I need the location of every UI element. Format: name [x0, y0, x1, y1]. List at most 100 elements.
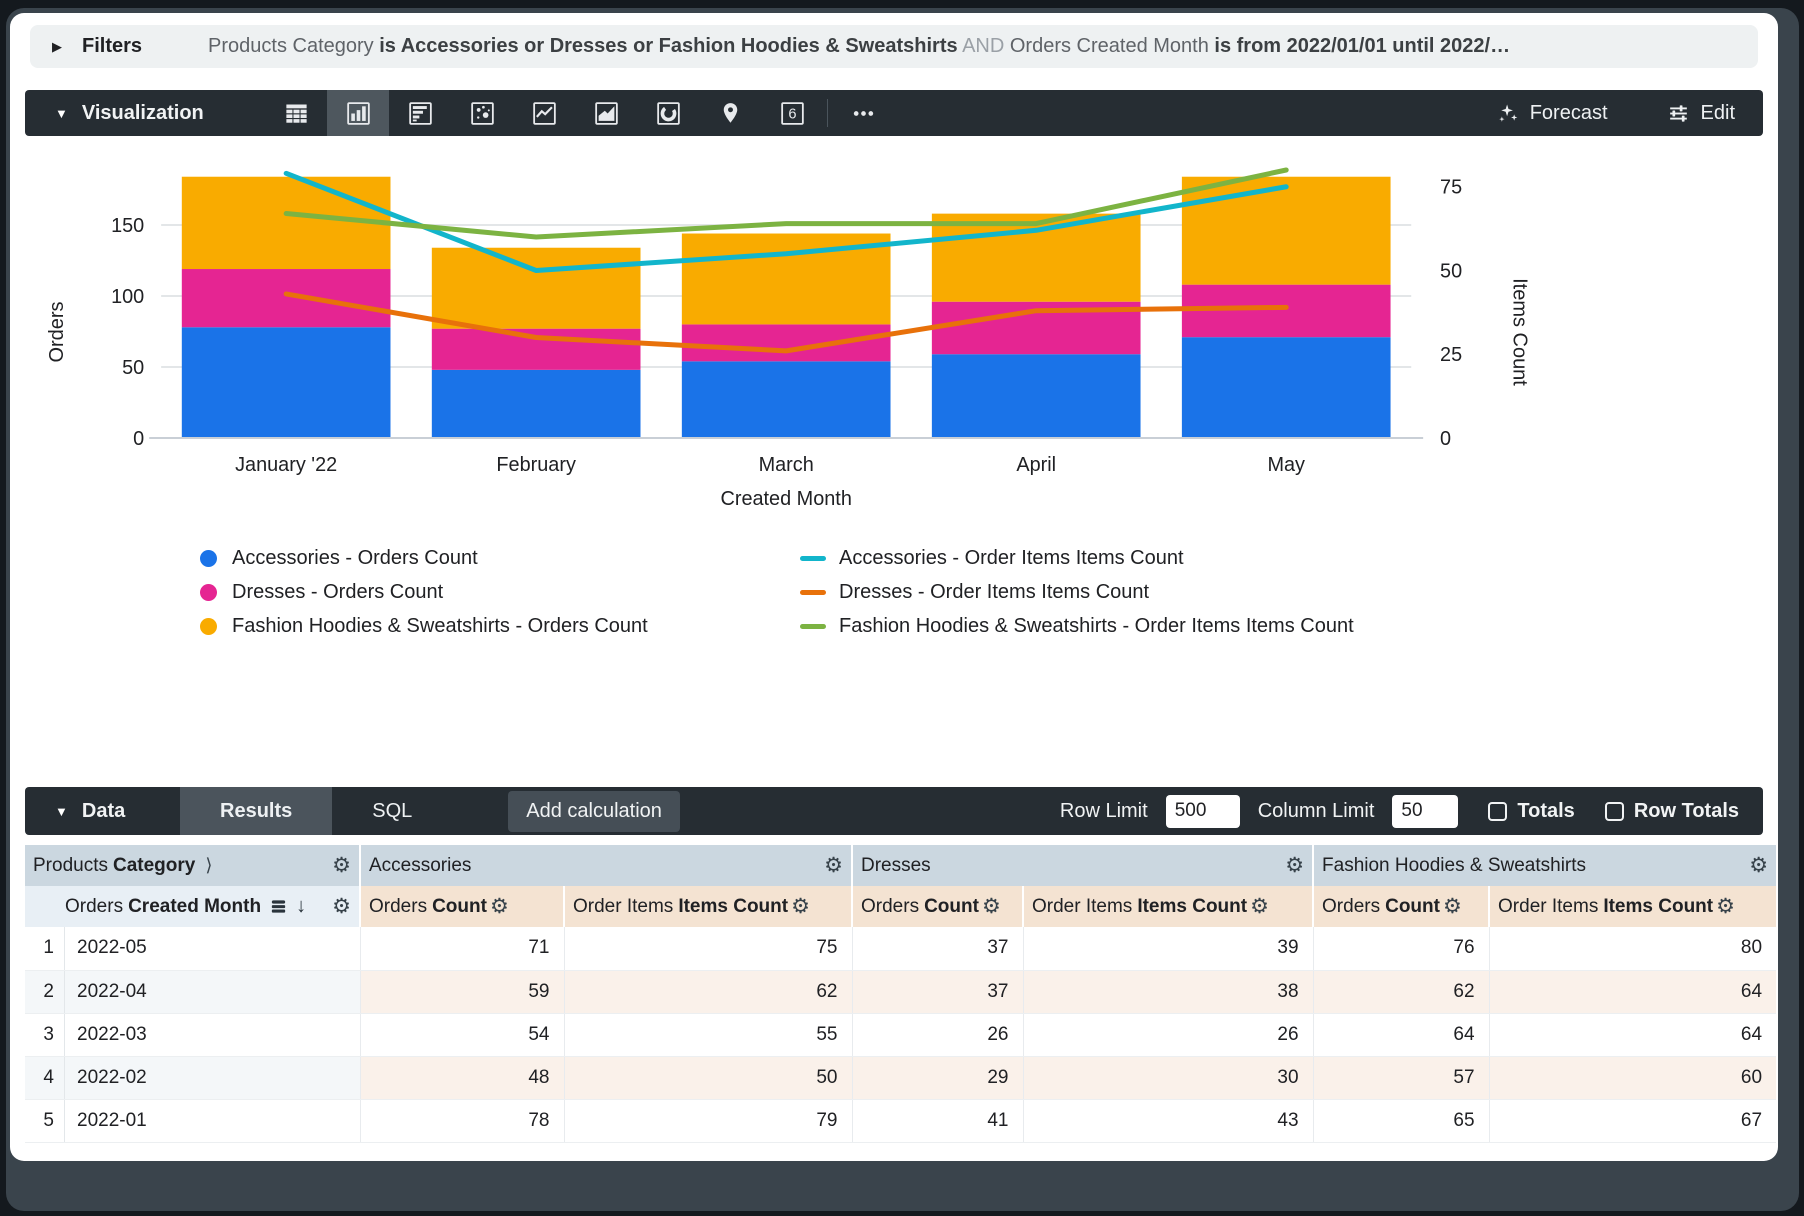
row-number: 2	[25, 970, 65, 1013]
measure-value[interactable]: 55	[564, 1013, 853, 1057]
add-calculation-button[interactable]: Add calculation	[508, 790, 680, 832]
measure-value[interactable]: 54	[360, 1013, 565, 1057]
dimension-value[interactable]: 2022-01	[77, 1109, 147, 1131]
measure-value[interactable]: 62	[1313, 970, 1490, 1014]
measure-value[interactable]: 26	[1023, 1013, 1314, 1057]
collapse-icon[interactable]: ▼	[55, 803, 68, 819]
column-limit-input[interactable]	[1392, 794, 1459, 828]
viz-type-scatter-icon[interactable]	[451, 90, 513, 136]
measure-value[interactable]: 67	[1489, 1099, 1777, 1143]
measure-value[interactable]: 64	[1313, 1013, 1490, 1057]
tab-results[interactable]: Results	[180, 787, 333, 835]
row-number: 4	[25, 1056, 65, 1099]
gear-icon[interactable]: ⚙	[1285, 854, 1305, 877]
measure-value[interactable]: 62	[564, 970, 853, 1014]
dimension-value[interactable]: 2022-05	[77, 937, 147, 959]
measure-value[interactable]: 26	[852, 1013, 1024, 1057]
legend-item[interactable]: Dresses - Order Items Items Count	[800, 581, 1354, 603]
column-header-orders-count[interactable]: Orders Count ⚙	[852, 886, 1024, 927]
dimension-value[interactable]: 2022-02	[77, 1066, 147, 1088]
measure-value[interactable]: 37	[852, 927, 1024, 971]
column-header-orders-count[interactable]: Orders Count ⚙	[360, 886, 565, 927]
measure-value[interactable]: 75	[564, 927, 853, 971]
measure-value[interactable]: 64	[1489, 970, 1777, 1014]
measure-value[interactable]: 39	[1023, 927, 1314, 971]
dimension-value[interactable]: 2022-03	[77, 1023, 147, 1045]
measure-value[interactable]: 60	[1489, 1056, 1777, 1100]
data-section-toggle[interactable]: ▼ Data	[25, 800, 180, 823]
viz-type-table-icon[interactable]	[265, 90, 327, 136]
collapse-icon[interactable]: ▼	[55, 105, 68, 121]
viz-type-map-icon[interactable]	[699, 90, 761, 136]
forecast-button[interactable]: Forecast	[1495, 101, 1608, 126]
viz-chart: 0 50 100 150 0 25 50 75 January '22 February March…	[46, 167, 1531, 510]
group-header-accessories[interactable]: Accessories ⚙	[360, 845, 853, 886]
measure-value[interactable]: 80	[1489, 927, 1777, 971]
gear-icon[interactable]: ⚙	[1749, 854, 1769, 877]
column-header-order-items-items-count[interactable]: Order Items Items Count ⚙	[564, 886, 853, 927]
gear-icon[interactable]: ⚙	[1716, 895, 1735, 918]
gear-icon[interactable]: ⚙	[1250, 895, 1269, 918]
legend-item[interactable]: Fashion Hoodies & Sweatshirts - Orders C…	[200, 615, 800, 637]
gear-icon[interactable]: ⚙	[1442, 895, 1462, 918]
column-header-order-items-items-count[interactable]: Order Items Items Count ⚙	[1489, 886, 1777, 927]
legend-label: Accessories - Orders Count	[232, 546, 478, 569]
measure-value[interactable]: 78	[360, 1099, 565, 1143]
measure-value[interactable]: 65	[1313, 1099, 1490, 1143]
gear-icon[interactable]: ⚙	[791, 895, 810, 918]
measure-value[interactable]: 29	[852, 1056, 1024, 1100]
group-header-products-category[interactable]: Products Category ⟩ ⚙	[25, 845, 361, 886]
sort-descending-icon[interactable]: ↓	[296, 895, 307, 917]
chart-area[interactable]: 0 50 100 150 0 25 50 75 January '22 February March…	[25, 136, 1763, 521]
measure-value[interactable]: 41	[852, 1099, 1024, 1143]
edit-button[interactable]: Edit	[1666, 101, 1735, 126]
column-header-orders-count[interactable]: Orders Count ⚙	[1313, 886, 1491, 927]
viz-type-area-icon[interactable]	[575, 90, 637, 136]
tab-sql[interactable]: SQL	[372, 799, 413, 822]
viz-type-column-icon[interactable]	[327, 90, 389, 136]
viz-type-pie-icon[interactable]	[637, 90, 699, 136]
measure-value[interactable]: 50	[564, 1056, 853, 1100]
chevron-right-icon[interactable]: ⟩	[205, 855, 213, 875]
svg-text:January '22: January '22	[235, 454, 337, 476]
measure-value[interactable]: 79	[564, 1099, 853, 1143]
forecast-sparkle-icon	[1498, 104, 1518, 122]
legend-item[interactable]: Fashion Hoodies & Sweatshirts - Order It…	[800, 615, 1354, 637]
column-header-order-items-items-count[interactable]: Order Items Items Count ⚙	[1023, 886, 1315, 927]
measure-value[interactable]: 71	[360, 927, 565, 971]
totals-checkbox[interactable]	[1488, 801, 1508, 821]
measure-value[interactable]: 59	[360, 970, 565, 1014]
measure-value[interactable]: 37	[852, 970, 1024, 1014]
rows-icon[interactable]	[269, 897, 288, 916]
group-header-dresses[interactable]: Dresses ⚙	[852, 845, 1315, 886]
measure-value[interactable]: 43	[1023, 1099, 1314, 1143]
measure-value[interactable]: 38	[1023, 970, 1314, 1014]
filters-expand-icon[interactable]: ▶	[52, 38, 62, 54]
gear-icon[interactable]: ⚙	[332, 854, 351, 877]
measure-value[interactable]: 76	[1313, 927, 1490, 971]
legend-dot-swatch	[200, 583, 217, 601]
gear-icon[interactable]: ⚙	[332, 895, 351, 918]
column-header-orders-created-month[interactable]: Orders Created Month ↓ ⚙	[25, 886, 361, 927]
gear-icon[interactable]: ⚙	[981, 895, 1001, 918]
viz-type-single-value-icon[interactable]: 6	[761, 90, 823, 136]
more-viz-types-icon[interactable]	[832, 90, 894, 136]
legend-item[interactable]: Accessories - Orders Count	[200, 547, 800, 569]
gear-icon[interactable]: ⚙	[489, 895, 509, 918]
table-row: 1 2022-05 71 75 37 39 76 80	[25, 927, 1777, 971]
measure-value[interactable]: 30	[1023, 1056, 1314, 1100]
viz-type-line-icon[interactable]	[513, 90, 575, 136]
group-header-fashion-hoodies[interactable]: Fashion Hoodies & Sweatshirts ⚙	[1313, 845, 1777, 886]
legend-item[interactable]: Dresses - Orders Count	[200, 581, 800, 603]
viz-type-bar-icon[interactable]	[389, 90, 451, 136]
dimension-value[interactable]: 2022-04	[77, 980, 147, 1002]
filters-bar[interactable]: ▶ Filters Products Category is Accessori…	[30, 25, 1758, 68]
measure-value[interactable]: 57	[1313, 1056, 1490, 1100]
row-totals-checkbox[interactable]	[1604, 801, 1624, 821]
gear-icon[interactable]: ⚙	[824, 854, 843, 877]
visualization-section-toggle[interactable]: ▼ Visualization	[25, 102, 265, 125]
row-limit-input[interactable]	[1165, 794, 1240, 828]
measure-value[interactable]: 48	[360, 1056, 565, 1100]
measure-value[interactable]: 64	[1489, 1013, 1777, 1057]
legend-item[interactable]: Accessories - Order Items Items Count	[800, 547, 1354, 569]
